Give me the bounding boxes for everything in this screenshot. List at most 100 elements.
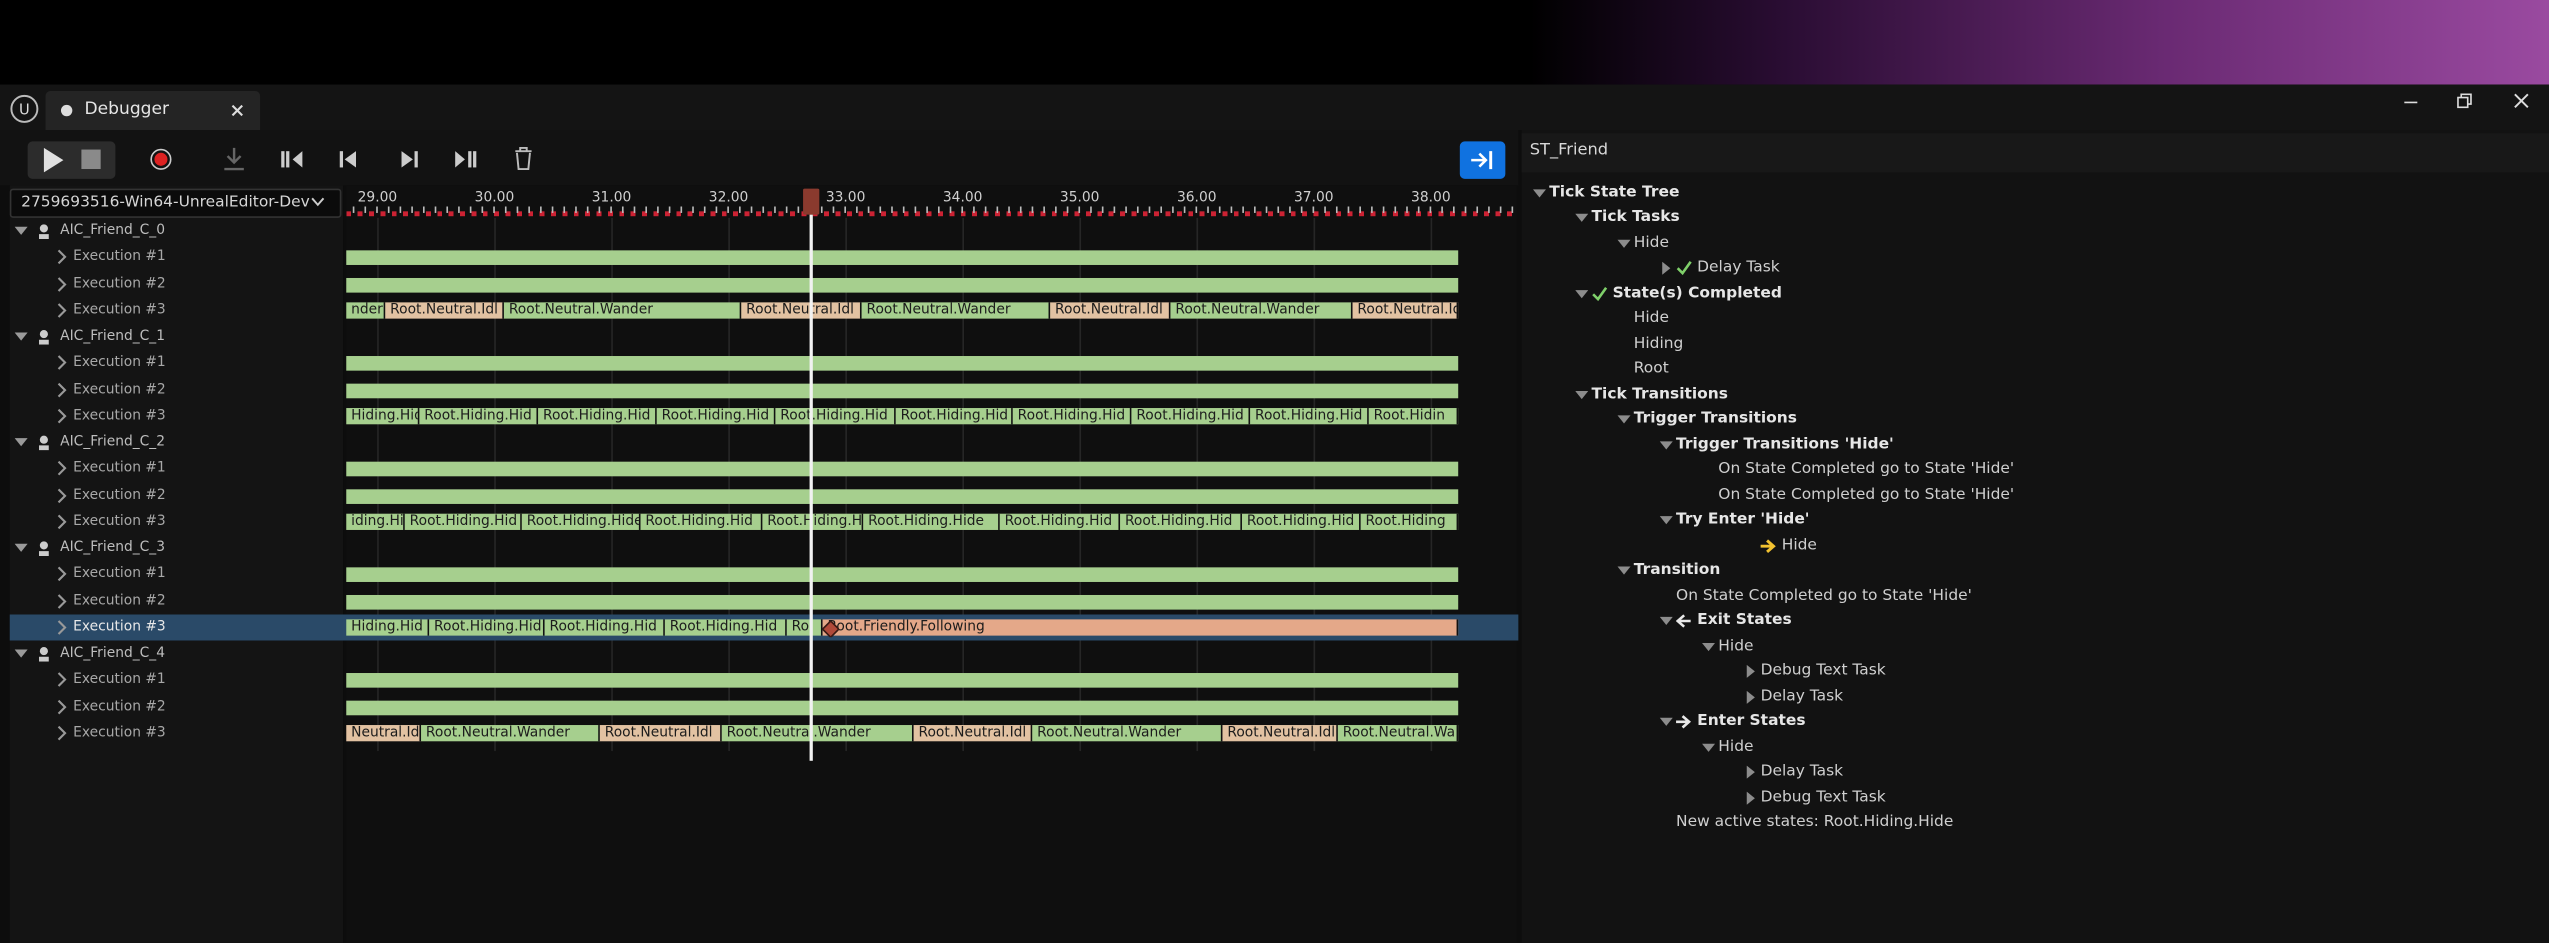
dropdown-arrow[interactable] <box>310 197 325 208</box>
toggle-arrow[interactable] <box>1659 514 1673 527</box>
state-segment[interactable]: Root.Hiding.Hid <box>419 407 539 424</box>
details-line[interactable]: Trigger Transitions 'Hide' <box>1676 435 1894 454</box>
state-segment[interactable]: Root.Hiding.Hid <box>656 407 776 424</box>
state-segment[interactable]: Root.Hiding.Hid <box>1012 407 1132 424</box>
state-segment[interactable]: Ro <box>786 619 823 636</box>
track-name[interactable]: AIC_Friend_C_3 <box>60 539 166 557</box>
details-line[interactable]: State(s) Completed <box>1612 284 1782 303</box>
details-line[interactable]: Hide <box>1718 737 1754 756</box>
details-line[interactable]: Delay Task <box>1760 762 1844 781</box>
restore-button[interactable] <box>2456 93 2472 109</box>
toggle-arrow[interactable] <box>1659 715 1673 728</box>
execution-name[interactable]: Execution #3 <box>73 513 166 530</box>
state-segment[interactable]: Root.Neutral.Wander <box>503 301 742 319</box>
toggle-arrow[interactable] <box>1617 413 1631 426</box>
details-line[interactable]: Trigger Transitions <box>1633 410 1797 429</box>
state-segment[interactable]: Root.Hiding.Hid <box>1250 407 1369 424</box>
toggle-arrow[interactable] <box>14 224 28 237</box>
state-segment[interactable]: Root.Hiding.Hide <box>521 513 641 530</box>
execution-name[interactable]: Execution #2 <box>73 381 166 398</box>
state-segment[interactable]: iding.Hid <box>346 513 405 530</box>
state-segment[interactable]: Root.Neutral.Wander <box>721 724 914 742</box>
state-segment[interactable]: Neutral.Idl <box>346 724 422 742</box>
state-segment[interactable]: Root.Neutral.Idl <box>1222 724 1338 742</box>
execution-name[interactable]: Execution #2 <box>73 275 166 292</box>
toggle-arrow[interactable] <box>14 647 28 660</box>
toggle-arrow[interactable] <box>1575 388 1589 401</box>
state-segment[interactable]: Root.Hiding.Hid <box>775 407 896 424</box>
execution-name[interactable]: Execution #1 <box>73 566 166 583</box>
minimize-button[interactable] <box>2403 94 2419 110</box>
state-segment[interactable]: Root.Neutral.Idl <box>385 301 504 319</box>
details-line[interactable]: Debug Text Task <box>1760 787 1886 806</box>
play-stop-group[interactable] <box>27 141 116 179</box>
toggle-arrow[interactable] <box>1744 790 1757 804</box>
state-segment[interactable]: Root.Hiding.Hid <box>429 619 545 636</box>
toggle-arrow[interactable] <box>1575 288 1589 301</box>
transport-button[interactable] <box>338 148 362 171</box>
details-line[interactable]: Exit States <box>1697 611 1792 630</box>
toggle-arrow[interactable] <box>1702 640 1716 653</box>
state-segment[interactable]: Root.Neutral.Idl <box>1050 301 1171 319</box>
details-line[interactable]: Tick Transitions <box>1591 384 1728 403</box>
state-segment[interactable]: Root.Hiding.Hid <box>538 407 657 424</box>
toggle-arrow[interactable] <box>14 436 28 449</box>
state-segment[interactable]: Root.Hiding.Hid <box>1131 407 1251 424</box>
execution-name[interactable]: Execution #3 <box>73 724 166 742</box>
track-name[interactable]: AIC_Friend_C_4 <box>60 645 166 662</box>
details-line[interactable]: Hide <box>1718 636 1754 655</box>
state-segment[interactable]: Root.Hiding.Hid <box>1120 513 1242 530</box>
details-line[interactable]: Delay Task <box>1760 686 1844 705</box>
state-segment[interactable]: Root.Hiding.H <box>762 513 864 530</box>
execution-name[interactable]: Execution #3 <box>73 619 166 636</box>
toggle-arrow[interactable] <box>1744 690 1757 704</box>
state-segment[interactable]: Root.Hiding.Hid <box>1241 513 1361 530</box>
execution-name[interactable]: Execution #1 <box>73 460 166 477</box>
state-segment[interactable]: Root.Hiding.Hid <box>895 407 1013 424</box>
toggle-arrow[interactable] <box>1617 237 1631 250</box>
execution-name[interactable]: Execution #2 <box>73 698 166 715</box>
details-line[interactable]: Enter States <box>1697 712 1806 731</box>
execution-name[interactable]: Execution #1 <box>73 354 166 372</box>
execution-name[interactable]: Execution #3 <box>73 407 166 424</box>
details-line[interactable]: Try Enter 'Hide' <box>1676 510 1810 529</box>
toggle-arrow[interactable] <box>1660 262 1673 276</box>
state-segment[interactable]: Root.Neutral.Idl <box>913 724 1033 742</box>
toggle-arrow[interactable] <box>1659 615 1673 628</box>
transport-button[interactable] <box>280 148 304 171</box>
state-segment[interactable]: Root.Hiding.Hid <box>544 619 665 636</box>
details-line[interactable]: Transition <box>1633 561 1721 580</box>
toggle-arrow[interactable] <box>1744 665 1757 679</box>
toggle-arrow[interactable] <box>1744 765 1757 779</box>
toggle-arrow[interactable] <box>1659 439 1673 452</box>
state-segment[interactable]: Root.Neutral.Idl <box>1352 301 1459 319</box>
play-button[interactable] <box>42 147 65 173</box>
details-line[interactable]: Tick State Tree <box>1549 183 1680 202</box>
transport-button[interactable] <box>454 148 478 171</box>
step-into-button[interactable] <box>221 146 247 172</box>
execution-name[interactable]: Execution #2 <box>73 487 166 504</box>
details-line[interactable]: Hide <box>1633 234 1669 252</box>
toggle-arrow[interactable] <box>14 542 28 555</box>
state-segment[interactable]: Root.Neutral.Wander <box>1170 301 1353 319</box>
state-segment[interactable]: Root.Hiding.Hid <box>404 513 522 530</box>
stop-button[interactable] <box>81 149 101 170</box>
details-line[interactable]: Delay Task <box>1697 259 1780 278</box>
close-button[interactable] <box>2513 93 2529 109</box>
state-segment[interactable]: Root.Neutral.Wander <box>421 724 600 742</box>
clear-button[interactable] <box>514 146 534 171</box>
state-segment[interactable]: Root.Neutral.Wa <box>1337 724 1459 742</box>
state-segment[interactable]: Root.Hiding.Hid <box>640 513 763 530</box>
details-line[interactable]: Debug Text Task <box>1760 661 1886 680</box>
record-button[interactable] <box>150 148 173 171</box>
state-segment[interactable]: Root.Neutral.Idl <box>599 724 722 742</box>
toggle-arrow[interactable] <box>1702 741 1716 754</box>
toggle-arrow[interactable] <box>1575 212 1589 225</box>
state-segment[interactable]: Root.Hidin <box>1368 407 1459 424</box>
state-segment[interactable]: Root.Friendly.Following <box>822 619 1459 636</box>
state-segment[interactable]: Root.Hiding.Hid <box>999 513 1121 530</box>
state-segment[interactable]: Hiding.Hid <box>346 407 420 424</box>
track-name[interactable]: AIC_Friend_C_0 <box>60 222 166 239</box>
execution-name[interactable]: Execution #1 <box>73 672 166 689</box>
track-name[interactable]: AIC_Friend_C_1 <box>60 328 166 345</box>
